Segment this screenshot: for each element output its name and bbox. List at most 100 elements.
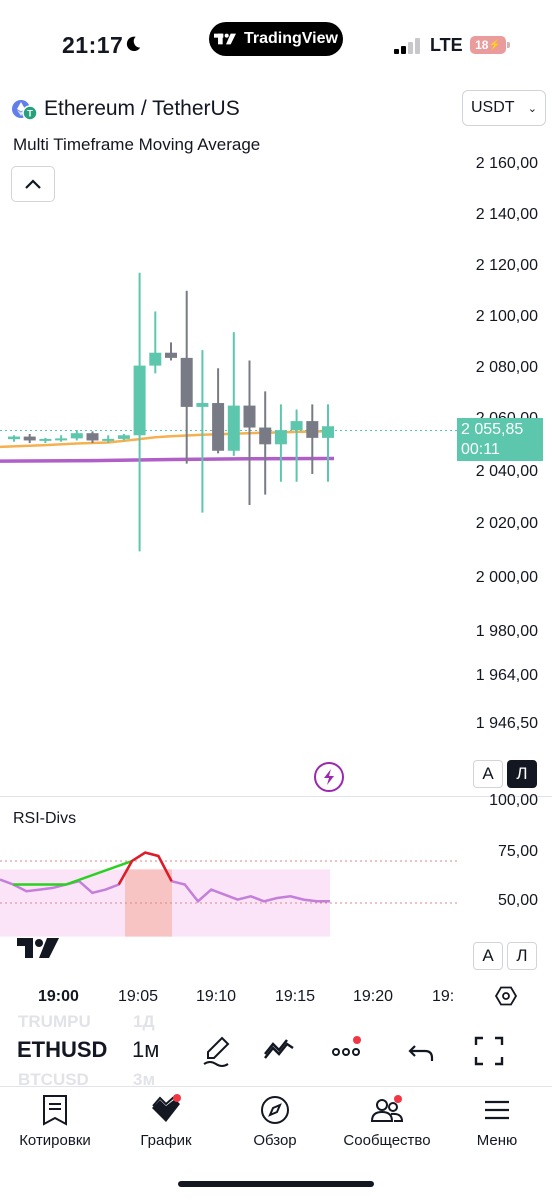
- rsi-label: 100,00: [489, 792, 538, 809]
- candle-body: [86, 433, 99, 441]
- app-pill-label: TradingView: [244, 30, 338, 47]
- status-time: 21:17: [62, 32, 124, 58]
- price-label: 2 080,00: [475, 359, 538, 376]
- moving-average-line: [0, 456, 334, 463]
- watchlist-icon: [43, 1095, 67, 1126]
- time-label: 19:10: [196, 988, 237, 1005]
- price-label: 2 000,00: [475, 569, 538, 586]
- candle-body: [227, 405, 240, 451]
- candle-body: [306, 421, 319, 438]
- nav-item-overview[interactable]: Обзор: [245, 1094, 305, 1149]
- nav-label: График: [140, 1132, 192, 1149]
- ghost-tf-above: 1Д: [133, 1012, 155, 1031]
- candle-body: [70, 433, 83, 439]
- nav-label: Котировки: [19, 1132, 91, 1149]
- price-chart[interactable]: [0, 0, 552, 960]
- chevron-up-icon: [25, 179, 41, 189]
- notification-dot: [394, 1095, 402, 1103]
- undo-icon[interactable]: [405, 1034, 439, 1068]
- timeframe-selector[interactable]: 1м: [132, 1037, 160, 1062]
- ethereum-icon: T: [12, 100, 38, 121]
- network-type: LTE: [430, 35, 463, 55]
- candle-body: [102, 438, 115, 441]
- battery-icon: 18 ⚡: [470, 36, 510, 54]
- time-label: 19:00: [38, 988, 79, 1005]
- symbol-title: Ethereum / TetherUS: [44, 97, 240, 120]
- notification-dot: [353, 1036, 361, 1044]
- ghost-symbol-above: TRUMPU: [18, 1012, 91, 1031]
- bottom-nav-separator: [0, 1086, 552, 1087]
- home-indicator[interactable]: [178, 1181, 374, 1187]
- price-label: 1 980,00: [475, 623, 538, 640]
- indicator-legend[interactable]: Multi Timeframe Moving Average: [13, 135, 261, 154]
- lightning-icon: [324, 769, 334, 785]
- price-label: 1 964,00: [475, 667, 538, 684]
- time-label: 19:: [432, 988, 455, 1005]
- rsi-label: 75,00: [497, 843, 538, 860]
- community-icon: [370, 1094, 404, 1126]
- nav-label: Меню: [476, 1132, 518, 1149]
- candle-body: [259, 427, 272, 445]
- candle-body: [243, 405, 256, 428]
- candle-body: [322, 426, 334, 438]
- more-icon[interactable]: [330, 1034, 364, 1068]
- price-label: 2 020,00: [475, 515, 538, 532]
- nav-item-chart[interactable]: График: [130, 1094, 202, 1149]
- status-bar: 21:17 TradingView LTE 18 ⚡: [0, 0, 552, 90]
- candle-body: [149, 352, 162, 366]
- lightning-button[interactable]: [314, 762, 344, 792]
- nav-item-community[interactable]: Сообщество: [336, 1094, 438, 1149]
- fullscreen-icon[interactable]: [472, 1034, 506, 1068]
- app-pill[interactable]: TradingView: [209, 22, 343, 56]
- price-label: 2 120,00: [475, 257, 538, 274]
- candle-body: [39, 438, 52, 441]
- price-label: 2 040,00: [475, 463, 538, 480]
- price-label: 1 946,50: [475, 715, 538, 732]
- symbol-selector[interactable]: ETHUSD: [17, 1037, 108, 1062]
- time-label: 19:20: [353, 988, 394, 1005]
- collapse-legend-button[interactable]: [11, 166, 55, 202]
- rsi-chart: [0, 851, 457, 937]
- tradingview-watermark-icon[interactable]: [17, 936, 61, 960]
- currency-select[interactable]: USDT ⌄: [462, 90, 546, 126]
- last-price-tag: 2 055,85 00:11: [457, 418, 543, 461]
- bar-countdown: 00:11: [461, 441, 500, 458]
- last-price: 2 055,85: [461, 421, 524, 438]
- indicators-icon[interactable]: [262, 1034, 296, 1068]
- divergence-zone: [125, 869, 172, 937]
- candle-body: [180, 357, 193, 407]
- candle-body: [165, 352, 177, 358]
- notification-dot: [173, 1094, 181, 1102]
- nav-item-quotes[interactable]: Котировки: [12, 1094, 98, 1149]
- nav-item-menu[interactable]: Меню: [470, 1094, 524, 1149]
- menu-icon: [485, 1100, 509, 1120]
- candle-body: [290, 421, 303, 431]
- bearish-divergence-line: [117, 851, 173, 886]
- rsi-log-scale-button[interactable]: Л: [507, 942, 537, 970]
- candle-body: [117, 435, 130, 439]
- pane-divider[interactable]: [0, 796, 552, 797]
- candle-body: [274, 430, 287, 445]
- rsi-auto-scale-button[interactable]: A: [473, 942, 503, 970]
- svg-text:T: T: [27, 109, 33, 119]
- settings-icon[interactable]: [494, 984, 518, 1008]
- candle-body: [196, 403, 209, 407]
- candle-body: [55, 438, 68, 441]
- candle-body: [23, 436, 36, 441]
- nav-label: Сообщество: [343, 1132, 431, 1149]
- auto-scale-button[interactable]: A: [473, 760, 503, 788]
- moon-icon: [126, 36, 141, 52]
- price-label: 2 100,00: [475, 308, 538, 325]
- signal-icon: [394, 38, 420, 54]
- candles: [0, 272, 457, 552]
- candle-body: [133, 365, 146, 436]
- log-scale-button[interactable]: Л: [507, 760, 537, 788]
- nav-label: Обзор: [253, 1132, 297, 1149]
- battery-level: 18: [475, 38, 489, 52]
- rsi-legend[interactable]: RSI-Divs: [13, 810, 77, 827]
- drawing-pen-icon[interactable]: [200, 1034, 234, 1068]
- ghost-symbol-below: BTCUSD: [18, 1070, 89, 1089]
- chevron-down-icon: ⌄: [527, 102, 537, 115]
- rsi-label: 50,00: [497, 892, 538, 909]
- symbol-header[interactable]: T Ethereum / TetherUS: [12, 96, 240, 122]
